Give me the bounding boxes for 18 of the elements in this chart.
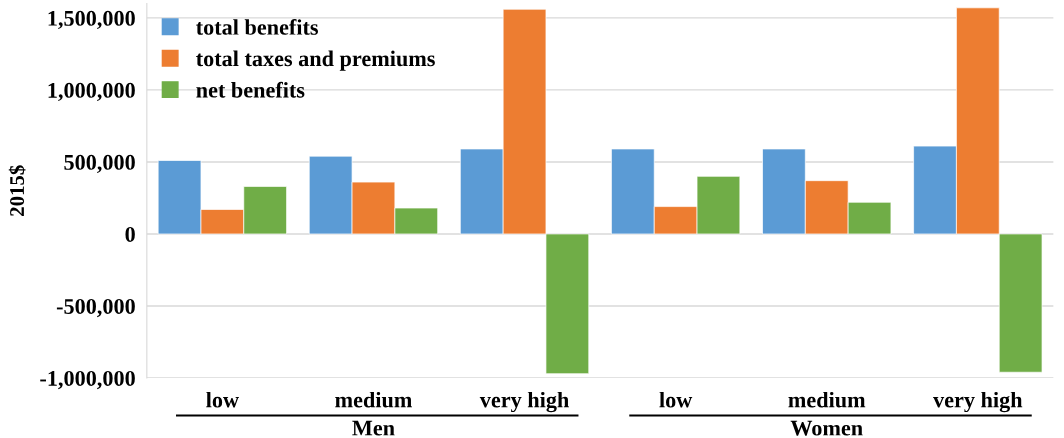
x-tick-label: medium (335, 391, 412, 408)
y-tick-label: 1,000,000 (48, 82, 135, 102)
text: Women (790, 420, 863, 436)
legend-label: net benefits (196, 81, 305, 98)
x-tick-label: very high (933, 391, 1023, 413)
y-tick-label: 1,500,000 (48, 10, 135, 30)
y-tick-label: -1,000,000 (40, 370, 135, 390)
x-tick-label: low (659, 391, 693, 408)
y-axis-title: 2015$ (8, 165, 26, 216)
x-tick-label: medium (788, 391, 866, 408)
y-tick-label: -500,000 (56, 298, 135, 318)
text: Men (352, 420, 395, 436)
x-tick-label: low (206, 391, 239, 408)
legend-label: total taxes and premiums (196, 50, 435, 71)
y-tick-label: 500,000 (64, 154, 135, 174)
x-tick-label: very high (479, 391, 569, 413)
y-tick-label: 0 (125, 226, 135, 242)
legend-label: total benefits (196, 18, 318, 35)
